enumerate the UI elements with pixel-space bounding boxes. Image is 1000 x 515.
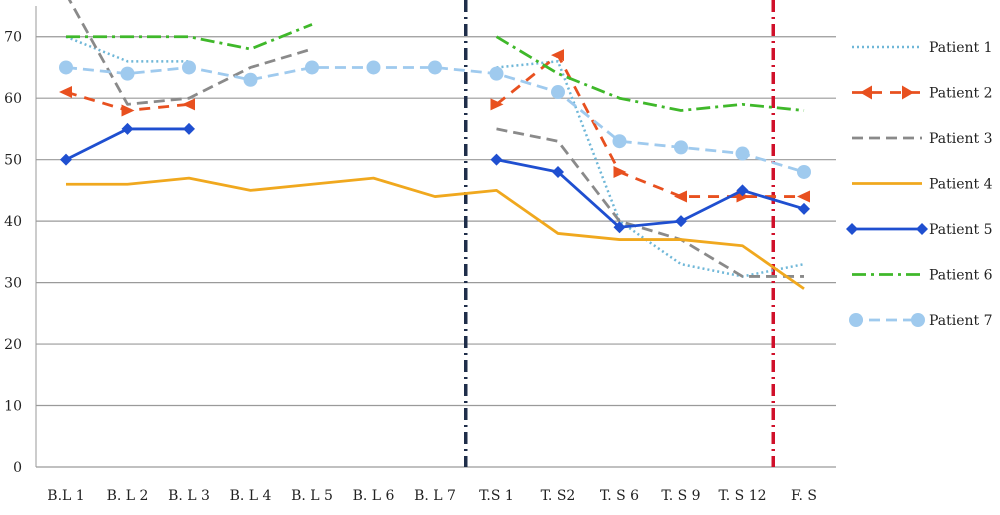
data-point: [612, 134, 627, 149]
legend-label: Patient 7: [929, 313, 993, 329]
x-tick-label: B. L 4: [230, 488, 272, 504]
data-point: [613, 221, 626, 234]
x-tick-label: T. S 9: [661, 488, 700, 504]
x-tick-label: B. L 5: [291, 488, 333, 504]
reference-lines: [464, 0, 775, 467]
series-line: [495, 35, 805, 112]
legend-item: Patient 4: [852, 177, 993, 193]
series-7: [59, 60, 811, 179]
y-tick-label: 40: [4, 214, 22, 230]
y-tick-label: 0: [13, 460, 22, 476]
data-point: [305, 60, 319, 75]
legend-item: Patient 7: [849, 313, 993, 329]
legend-label: Patient 4: [929, 177, 993, 193]
data-point: [551, 85, 565, 100]
series-5: [60, 122, 810, 234]
data-point: [490, 153, 503, 166]
x-tick-label: T. S2: [541, 488, 576, 504]
y-tick-label: 50: [4, 153, 22, 169]
data-point: [490, 98, 504, 111]
data-point: [121, 104, 135, 117]
data-point: [59, 86, 72, 99]
data-point: [182, 60, 196, 75]
y-tick-label: 60: [4, 91, 22, 107]
legend-label: Patient 3: [929, 131, 993, 147]
series-2: [59, 49, 810, 203]
series-line: [495, 53, 804, 198]
series-line: [65, 66, 805, 174]
data-point: [674, 190, 687, 203]
y-tick-label: 30: [4, 276, 22, 292]
data-point: [60, 153, 72, 166]
y-axis-ticks: 0 10 20 30 40 50 60 70: [4, 30, 22, 476]
series-line: [67, 0, 313, 106]
y-tick-label: 20: [4, 337, 22, 353]
series-6: [66, 23, 805, 112]
data-point: [735, 146, 750, 161]
legend-label: Patient 6: [929, 268, 993, 284]
legend-marker: [902, 85, 914, 100]
grid: [35, 6, 836, 468]
data-point: [182, 98, 195, 111]
data-point: [489, 66, 504, 81]
data-point: [121, 122, 134, 135]
legend-marker: [860, 85, 872, 100]
x-tick-label: T. S 6: [600, 488, 639, 504]
x-tick-label: B. L 2: [107, 488, 149, 504]
data-point: [59, 60, 73, 75]
series-line: [65, 35, 189, 63]
x-tick-label: B. L 3: [168, 488, 210, 504]
legend-item: Patient 1: [852, 40, 993, 56]
data-point: [183, 122, 195, 135]
x-tick-label: T.S 1: [479, 488, 514, 504]
legend-marker: [916, 223, 928, 235]
x-tick-label: F. S: [791, 488, 817, 504]
data-point: [674, 140, 688, 155]
series-line: [496, 158, 805, 229]
legend-item: Patient 2: [852, 85, 993, 102]
legend-label: Patient 1: [929, 40, 993, 56]
x-tick-label: B. L 7: [414, 488, 456, 504]
legend-marker: [846, 223, 858, 235]
data-point: [428, 60, 442, 75]
y-tick-label: 10: [4, 399, 22, 415]
data-point: [120, 66, 135, 81]
series-3: [67, 0, 804, 278]
legend-marker: [849, 313, 863, 327]
data-point: [798, 202, 810, 215]
legend: Patient 1 Patient 2 Patient 3 Patient 4 Pati…: [846, 40, 993, 329]
series-line: [496, 127, 804, 278]
x-axis-ticks: B.L 1 B. L 2 B. L 3 B. L 4 B. L 5 B. L 6 B. L …: [47, 488, 817, 504]
legend-item: Patient 5: [846, 222, 993, 238]
x-tick-label: B.L 1: [47, 488, 84, 504]
data-point: [243, 72, 258, 87]
legend-label: Patient 2: [929, 86, 993, 102]
series-layer: [59, 0, 811, 290]
legend-item: Patient 6: [852, 268, 993, 284]
data-point: [613, 165, 627, 178]
series-4: [66, 176, 805, 290]
y-tick-label: 70: [4, 30, 22, 46]
data-point: [552, 165, 564, 178]
legend-marker: [911, 313, 925, 327]
legend-item: Patient 3: [852, 131, 993, 147]
data-point: [797, 164, 811, 179]
data-point: [675, 215, 687, 228]
series-line: [66, 23, 313, 51]
x-tick-label: T. S 12: [718, 488, 766, 504]
data-point: [551, 49, 564, 62]
legend-label: Patient 5: [929, 222, 993, 238]
data-point: [366, 60, 381, 75]
data-point: [736, 184, 749, 197]
series-line: [66, 176, 805, 290]
x-tick-label: B. L 6: [353, 488, 395, 504]
data-point: [797, 190, 810, 203]
